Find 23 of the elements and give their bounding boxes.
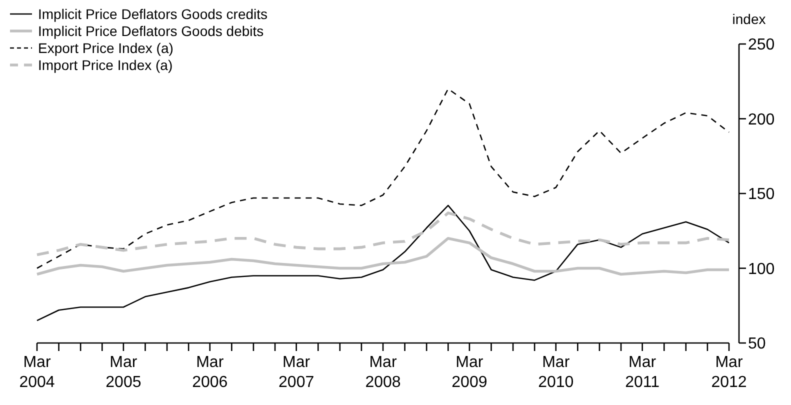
x-tick-label: Mar 2012 (711, 354, 747, 391)
x-tick-label: Mar 2008 (365, 354, 401, 391)
y-tick-label: 250 (748, 36, 775, 54)
y-tick-label: 200 (748, 111, 775, 128)
y-tick-label: 150 (748, 186, 775, 204)
x-tick-label: Mar 2007 (278, 354, 314, 391)
line-series (36, 88, 730, 269)
x-tick-label: Mar 2009 (452, 354, 488, 391)
line-series (36, 236, 730, 276)
x-tick-label: Mar 2005 (106, 354, 142, 391)
line-series (36, 212, 730, 256)
legend-label: Implicit Price Deflators Goods debits (38, 22, 264, 39)
legend-label: Implicit Price Deflators Goods credits (38, 6, 268, 22)
y-tick-label: 50 (748, 336, 766, 353)
legend-label: Import Price Index (a) (38, 56, 173, 73)
y-axis-title: index (732, 11, 766, 27)
x-tick-label: Mar 2010 (538, 354, 574, 391)
line-series (36, 204, 730, 322)
x-tick-label: Mar 2006 (192, 354, 228, 391)
x-tick-label: Mar 2004 (19, 354, 55, 391)
legend-label: Export Price Index (a) (38, 40, 174, 56)
y-tick-label: 100 (748, 260, 775, 278)
x-tick-label: Mar 2011 (625, 354, 660, 391)
